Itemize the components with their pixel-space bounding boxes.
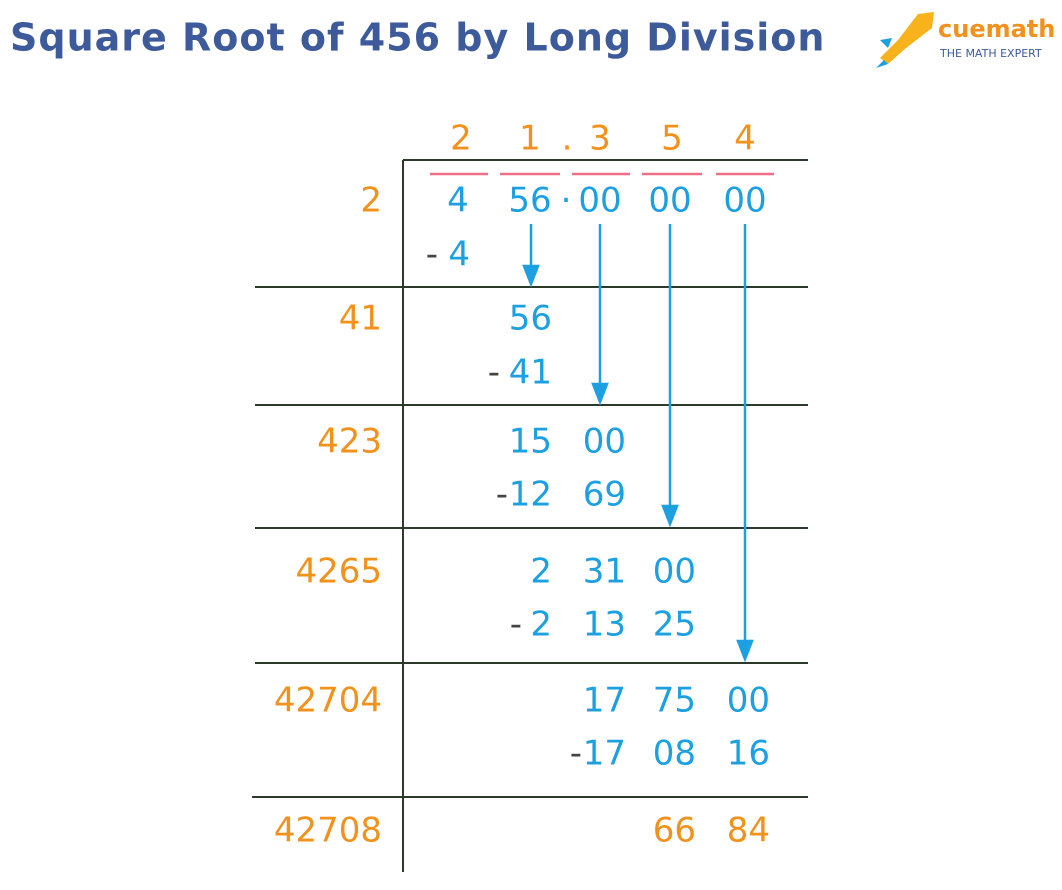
dividend-group: 4 — [447, 181, 469, 221]
minus-sign: - — [496, 475, 508, 515]
dividend-group: 00 — [648, 181, 691, 221]
dividend-group: 00 — [578, 181, 621, 221]
remainder: 66 — [653, 811, 696, 851]
divisor: 41 — [339, 299, 382, 339]
dividend-group: 00 — [723, 181, 766, 221]
remainder: 2 — [530, 552, 552, 592]
quotient-digit: 4 — [734, 119, 756, 159]
divisor: 4265 — [295, 552, 382, 592]
rocket-fin — [876, 38, 892, 68]
dividend-group: 56 — [508, 181, 551, 221]
product: 4 — [448, 235, 470, 275]
minus-sign: - — [570, 734, 582, 774]
remainder: 00 — [583, 422, 626, 462]
logo-name: cuemath — [938, 15, 1055, 43]
remainder: 17 — [583, 681, 626, 721]
remainder: 75 — [653, 681, 696, 721]
rocket-icon — [880, 12, 934, 64]
quotient-digit: 5 — [661, 119, 683, 159]
minus-sign: - — [488, 353, 500, 393]
product: 69 — [583, 475, 626, 515]
arrows — [522, 224, 754, 663]
remainder: 31 — [583, 552, 626, 592]
arrow-head — [661, 504, 679, 528]
product: 12 — [509, 475, 552, 515]
remainder: 15 — [509, 422, 552, 462]
minus-sign: - — [510, 605, 522, 645]
title: Square Root of 456 by Long Division — [10, 16, 825, 60]
divisor: 42708 — [274, 811, 382, 851]
product: 41 — [509, 353, 552, 393]
remainder: 56 — [509, 299, 552, 339]
product: 13 — [583, 605, 626, 645]
product: 16 — [727, 734, 770, 774]
quotient-digit: 2 — [450, 119, 472, 159]
logo-tagline: THE MATH EXPERT — [939, 47, 1042, 60]
divisor: 423 — [317, 422, 382, 462]
product: 2 — [530, 605, 552, 645]
product: 08 — [653, 734, 696, 774]
quotient-digit: 3 — [589, 119, 611, 159]
remainder: 84 — [727, 811, 770, 851]
quotient-digit: 1 — [519, 119, 541, 159]
grid — [252, 159, 808, 872]
minus-sign: - — [426, 235, 438, 275]
dividend-group: · — [561, 181, 572, 221]
remainder: 00 — [653, 552, 696, 592]
arrow-head — [591, 382, 609, 406]
remainder: 00 — [727, 681, 770, 721]
arrow-head — [736, 639, 754, 663]
divisor: 42704 — [274, 681, 382, 721]
arrow-head — [522, 264, 540, 288]
product: 17 — [583, 734, 626, 774]
quotient-digit: . — [562, 119, 573, 159]
product: 25 — [653, 605, 696, 645]
divisor: 2 — [360, 181, 382, 221]
logo: cuemath THE MATH EXPERT — [876, 12, 1055, 68]
